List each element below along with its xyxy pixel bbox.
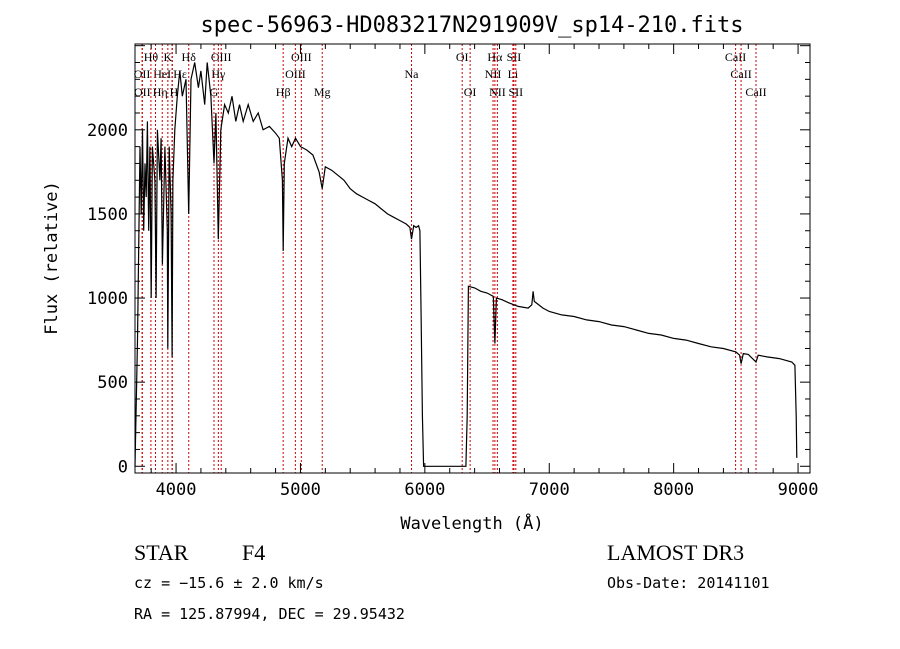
redshift-cz: cz = −15.6 ± 2.0 km/s bbox=[134, 574, 324, 592]
line-marker-label: Hη bbox=[153, 85, 168, 99]
x-tick-label: 5000 bbox=[280, 480, 321, 500]
x-tick-label: 6000 bbox=[404, 480, 445, 500]
y-tick-label: 2000 bbox=[87, 121, 128, 141]
line-marker-label: G bbox=[210, 85, 219, 99]
obs-date: Obs-Date: 20141101 bbox=[607, 574, 770, 592]
x-tick-label: 4000 bbox=[156, 480, 197, 500]
line-marker-label: Na bbox=[405, 67, 420, 81]
line-marker-label: Hγ bbox=[211, 67, 226, 81]
line-marker-label: Hβ bbox=[276, 85, 291, 99]
line-marker-label: Mg bbox=[314, 85, 331, 99]
line-marker-label: CaII bbox=[745, 85, 766, 99]
line-marker-label: OIII bbox=[291, 50, 312, 64]
line-marker-label: SII bbox=[507, 50, 522, 64]
chart-title: spec-56963-HD083217N291909V_sp14-210.fit… bbox=[200, 13, 743, 38]
axis-ticks: 4000 5000 6000 7000 8000 9000 0 500 1000 1500 2000 bbox=[87, 44, 819, 500]
line-marker-label: HeI bbox=[153, 67, 171, 81]
line-marker-label: K bbox=[163, 50, 172, 64]
y-tick-label: 1500 bbox=[87, 205, 128, 225]
survey-name: LAMOST DR3 bbox=[607, 540, 744, 565]
line-marker-label: OI bbox=[456, 50, 469, 64]
line-marker-label: OIII bbox=[211, 50, 232, 64]
spectrum-series bbox=[134, 62, 798, 467]
line-marker-label: Li bbox=[508, 67, 519, 81]
line-marker-label: CaII bbox=[730, 67, 751, 81]
line-marker-label: Hθ bbox=[144, 50, 159, 64]
line-marker-label: OIII bbox=[285, 67, 306, 81]
x-tick-label: 7000 bbox=[529, 480, 570, 500]
plot-frame bbox=[134, 43, 811, 474]
object-subclass: F4 bbox=[242, 540, 265, 565]
line-marker-label: Hδ bbox=[182, 50, 197, 64]
y-tick-label: 500 bbox=[97, 373, 128, 393]
line-marker-label: OII bbox=[134, 85, 151, 99]
y-tick-label: 1000 bbox=[87, 289, 128, 309]
ra-dec: RA = 125.87994, DEC = 29.95432 bbox=[134, 605, 405, 623]
line-marker-label: OI bbox=[464, 85, 477, 99]
x-tick-label: 8000 bbox=[653, 480, 694, 500]
y-tick-label: 0 bbox=[118, 457, 128, 477]
spectrum-line bbox=[134, 62, 798, 467]
object-class: STAR bbox=[134, 540, 189, 565]
line-marker-label: H bbox=[170, 85, 179, 99]
y-axis-label: Flux (relative) bbox=[42, 181, 62, 335]
line-marker-label: SII bbox=[508, 85, 523, 99]
x-axis-label: Wavelength (Å) bbox=[400, 512, 543, 534]
line-marker-label: CaII bbox=[725, 50, 746, 64]
line-marker-label: NII bbox=[489, 85, 506, 99]
line-marker-label: Hα bbox=[487, 50, 503, 64]
x-tick-label: 9000 bbox=[778, 480, 819, 500]
line-marker-label: NII bbox=[485, 67, 502, 81]
